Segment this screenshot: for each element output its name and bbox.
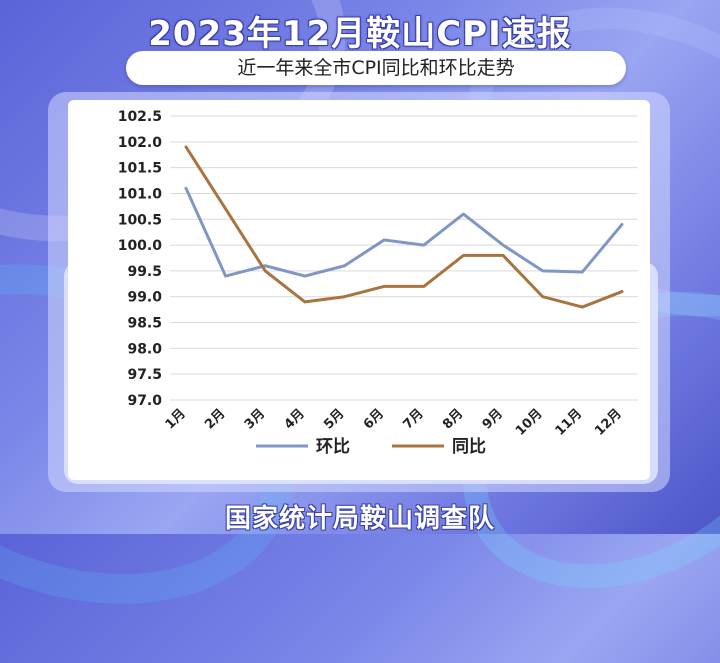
chart-card: 102.5 102.0 101.5 101.0 100.5 100.0 99.5 99.0 98…: [68, 100, 650, 480]
x-tick-label: 1月: [163, 406, 189, 432]
line-chart: 102.5 102.0 101.5 101.0 100.5 100.0 99.5 99.0 98…: [118, 109, 638, 457]
source-footer: 国家统计局鞍山调查队: [224, 504, 495, 534]
y-tick-label: 97.5: [127, 367, 162, 383]
legend-label: 环比: [316, 436, 350, 457]
y-tick-label: 102.0: [118, 135, 163, 151]
x-tick-label: 12月: [592, 406, 625, 439]
y-tick-label: 99.5: [127, 264, 162, 280]
x-tick-label: 7月: [400, 406, 426, 432]
y-tick-label: 98.5: [127, 316, 162, 332]
y-tick-label: 99.0: [127, 290, 162, 306]
x-tick-label: 11月: [553, 406, 586, 439]
x-tick-label: 6月: [361, 406, 387, 432]
y-tick-label: 100.5: [118, 212, 162, 228]
page-title: 2023年12月鞍山CPI速报: [148, 14, 572, 54]
x-tick-label: 8月: [440, 406, 466, 432]
y-tick-label: 101.5: [118, 161, 162, 177]
y-tick-label: 100.0: [118, 238, 163, 254]
x-tick-label: 10月: [513, 406, 546, 439]
x-tick-label: 2月: [202, 406, 228, 432]
series-line-year-on-year: [184, 145, 624, 309]
legend-label: 同比: [452, 436, 486, 457]
series-line-month-on-month: [184, 186, 624, 278]
x-tick-label: 5月: [321, 406, 347, 432]
page-subtitle: 近一年来全市CPI同比和环比走势: [126, 51, 626, 85]
y-tick-label: 102.5: [118, 109, 162, 125]
y-tick-label: 98.0: [127, 341, 162, 357]
x-tick-label: 3月: [242, 406, 268, 432]
y-tick-label: 97.0: [127, 393, 162, 409]
x-tick-label: 4月: [282, 406, 308, 432]
y-tick-label: 101.0: [118, 186, 163, 202]
x-tick-label: 9月: [480, 406, 506, 432]
